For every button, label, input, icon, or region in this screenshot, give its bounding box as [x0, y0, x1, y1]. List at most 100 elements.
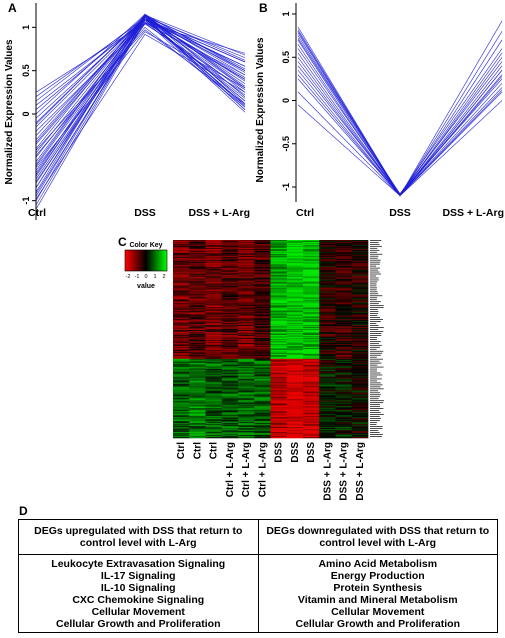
row-label — [370, 404, 380, 406]
heatmap-cell — [270, 370, 288, 372]
heatmap-cell — [335, 253, 353, 256]
heatmap-cell — [303, 324, 320, 326]
heatmap-cell — [254, 276, 271, 278]
heatmap-cell — [254, 335, 271, 337]
heatmap-cell — [335, 245, 353, 248]
heatmap-cell — [335, 349, 353, 352]
heatmap-cell — [335, 258, 353, 261]
heatmap-cell — [238, 243, 255, 246]
heatmap-cell — [173, 347, 190, 350]
heatmap-cell — [205, 346, 223, 349]
heatmap-cell — [286, 340, 304, 343]
heatmap-cell — [254, 305, 271, 307]
heatmap-cell — [335, 308, 353, 310]
heatmap-cell — [238, 383, 255, 385]
heatmap-cell — [254, 345, 271, 348]
heatmap-cell — [335, 342, 353, 345]
heatmap-cell — [238, 337, 255, 339]
heatmap-cell — [254, 362, 271, 365]
heatmap-cell — [254, 243, 271, 246]
heatmap-cell — [221, 366, 239, 369]
heatmap-cell — [351, 263, 369, 266]
heatmap-cell — [335, 305, 353, 307]
heatmap-cell — [335, 269, 353, 271]
heatmap-cell — [351, 411, 369, 413]
heatmap-cell — [238, 275, 255, 277]
heatmap-cell — [335, 288, 353, 290]
heatmap-cell — [189, 436, 206, 438]
heatmap-cell — [335, 354, 353, 357]
heatmap-cell — [189, 384, 206, 386]
heatmap-cell — [286, 437, 304, 439]
heatmap-cell — [189, 294, 206, 296]
heatmap-cell — [205, 316, 223, 318]
heatmap-cell — [270, 248, 288, 251]
heatmap-cell — [319, 261, 336, 264]
heatmap-cell — [173, 321, 190, 323]
heatmap-cell — [335, 424, 353, 426]
heatmap-cell — [351, 393, 369, 395]
heatmap-cell — [254, 313, 271, 315]
heatmap-cell — [303, 396, 320, 398]
heatmap-cell — [189, 345, 206, 348]
heatmap-cell — [205, 318, 223, 320]
heatmap-cell — [221, 322, 239, 324]
heatmap-cell — [351, 340, 369, 343]
heatmap-cell — [319, 240, 336, 243]
heatmap-cell — [205, 408, 223, 410]
heatmap-cell — [238, 298, 255, 300]
heatmap-cell — [303, 252, 320, 255]
heatmap-cell — [254, 418, 271, 420]
heatmap-cell — [351, 390, 369, 392]
heatmap-cell — [270, 403, 288, 405]
heatmap-cell — [254, 242, 271, 245]
heatmap-cell — [205, 363, 223, 366]
heatmap-cell — [173, 296, 190, 298]
heatmap-cell — [254, 251, 271, 254]
heatmap-cell — [173, 286, 190, 288]
heatmap-cell — [351, 368, 369, 370]
heatmap-cell — [270, 362, 288, 365]
heatmap-cell — [335, 316, 353, 318]
heatmap-cell — [351, 381, 369, 383]
heatmap-cell — [319, 280, 336, 282]
heatmap-cell — [335, 350, 353, 353]
heatmap-cell — [335, 276, 353, 278]
heatmap-cell — [286, 245, 304, 248]
heatmap-cell — [335, 436, 353, 438]
heatmap-cell — [221, 262, 239, 265]
heatmap-cell — [286, 432, 304, 434]
heatmap-cell — [238, 428, 255, 430]
heatmap-cell — [205, 422, 223, 424]
heatmap-cell — [270, 249, 288, 252]
heatmap-cell — [221, 345, 239, 348]
heatmap-cell — [189, 366, 206, 369]
heatmap-cell — [173, 242, 190, 245]
heatmap-cell — [270, 288, 288, 290]
heatmap-cell — [221, 360, 239, 363]
heatmap-cell — [319, 352, 336, 355]
heatmap-cell — [238, 336, 255, 338]
heatmap-cell — [286, 378, 304, 380]
heatmap-cell — [189, 274, 206, 276]
heatmap-cell — [286, 311, 304, 313]
series-line — [297, 89, 503, 197]
row-label — [370, 386, 381, 388]
heatmap-cell — [319, 413, 336, 415]
heatmap-cell — [319, 401, 336, 403]
heatmap-cell — [351, 280, 369, 282]
heatmap-cell — [286, 297, 304, 299]
heatmap-cell — [189, 398, 206, 400]
heatmap-cell — [303, 364, 320, 367]
heatmap-cell — [319, 264, 336, 267]
heatmap-cell — [238, 352, 255, 355]
heatmap-cell — [351, 256, 369, 259]
heatmap-cell — [189, 324, 206, 326]
heatmap-cell — [173, 333, 190, 335]
heatmap-cell — [335, 396, 353, 398]
heatmap-cell — [303, 433, 320, 435]
heatmap-cell — [335, 295, 353, 297]
heatmap-cell — [270, 247, 288, 250]
heatmap-cell — [335, 304, 353, 306]
heatmap-cell — [238, 330, 255, 332]
